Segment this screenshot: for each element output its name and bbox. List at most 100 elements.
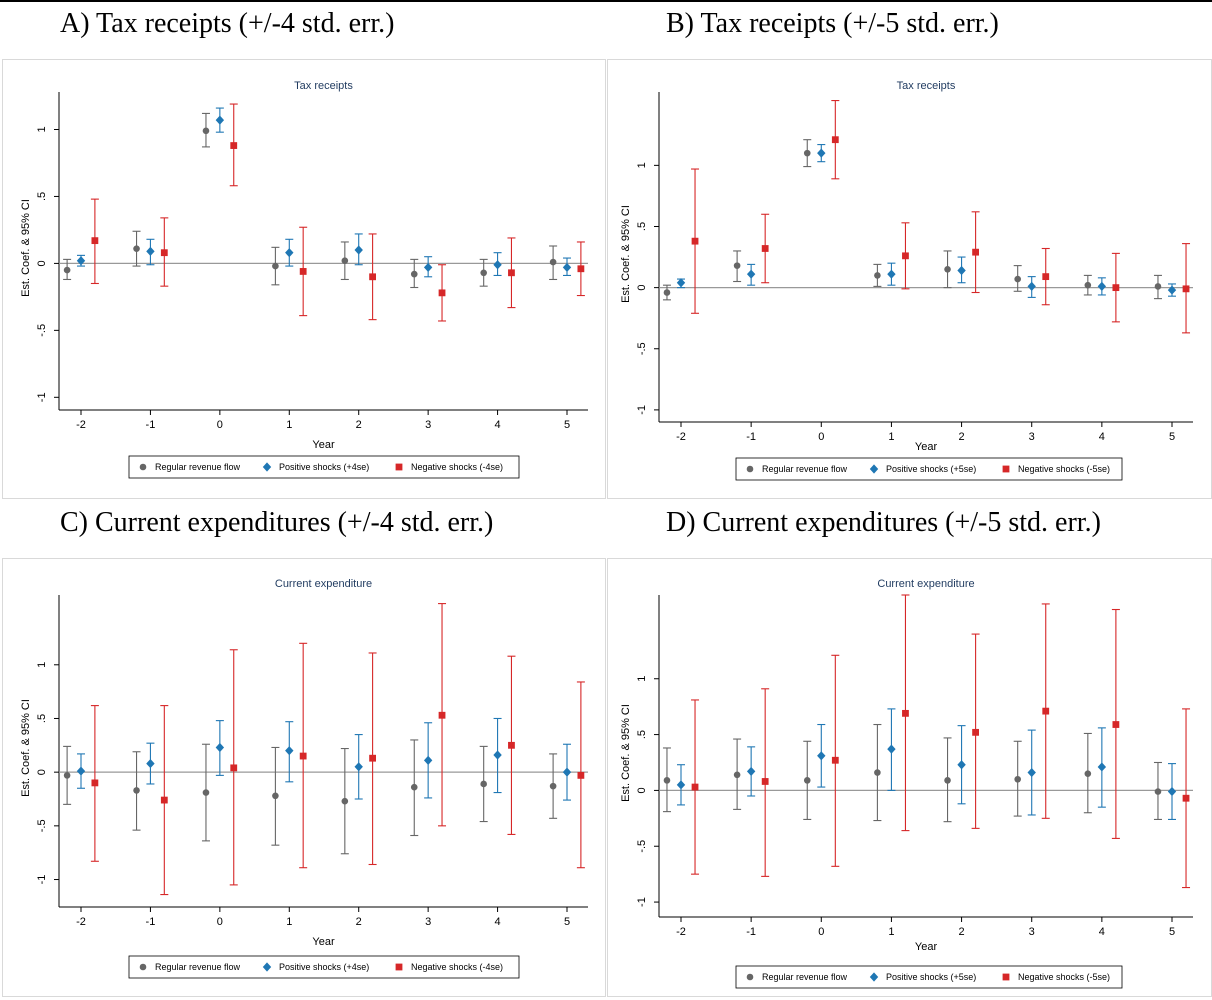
point-estimate-marker	[1112, 721, 1120, 728]
y-tick-label: .5	[36, 714, 48, 723]
legend-label: Positive shocks (+5se)	[886, 464, 976, 474]
point-estimate-marker	[230, 764, 238, 772]
point-estimate-marker	[944, 777, 951, 784]
point-estimate-marker	[1154, 283, 1162, 290]
x-tick-label: -2	[676, 431, 686, 443]
point-estimate-marker	[562, 262, 572, 273]
x-tick-label: 2	[356, 419, 362, 431]
point-estimate-marker	[423, 262, 433, 273]
point-estimate-marker	[676, 278, 686, 288]
point-estimate-marker	[76, 766, 86, 776]
point-estimate-marker	[160, 249, 168, 257]
y-tick-label: -.5	[636, 342, 648, 355]
point-estimate-marker	[733, 771, 741, 779]
point-estimate-marker	[577, 771, 585, 779]
point-estimate-marker	[508, 741, 515, 749]
legend-marker	[395, 463, 403, 471]
chart-panel-c: Current expenditure -1 -.5 0 .5 1 -2 -1 0 1 2 3 4 5 Es…	[2, 558, 606, 997]
point-estimate-marker	[285, 746, 294, 756]
point-estimate-marker	[91, 237, 99, 245]
point-estimate-marker	[549, 782, 557, 790]
legend-box	[128, 455, 520, 479]
legend-label: Positive shocks (+4se)	[279, 962, 369, 972]
point-estimate-marker	[1014, 275, 1021, 283]
point-estimate-marker	[1027, 281, 1036, 291]
legend-label: Regular revenue flow	[762, 972, 848, 982]
y-tick-label: -1	[36, 392, 48, 402]
point-estimate-marker	[1182, 285, 1190, 293]
chart-panel-d: Current expenditure -1 -.5 0 .5 1 -2 -1 0 1 2 3 4 5 Es…	[607, 558, 1212, 997]
y-axis-label: Est. Coef. & 95% CI	[20, 699, 32, 797]
legend-marker	[139, 463, 147, 471]
x-tick-label: 4	[495, 419, 501, 431]
point-estimate-marker	[887, 744, 896, 754]
point-estimate-marker	[902, 709, 909, 717]
point-estimate-marker	[493, 260, 502, 270]
chart-a-svg: Tax receipts -1 -.5 0 .5 1 -2 -1 0 1 2 3 4 5 Est. Coef…	[20, 80, 588, 479]
chart-title: Tax receipts	[294, 80, 353, 92]
x-tick-label: -1	[146, 916, 156, 928]
point-estimate-marker	[831, 756, 839, 764]
chart-d-svg: Current expenditure -1 -.5 0 .5 1 -2 -1 0 1 2 3 4 5 Es…	[620, 578, 1193, 989]
x-tick-label: 3	[1029, 926, 1035, 938]
point-estimate-marker	[676, 780, 686, 790]
y-tick-label: 0	[36, 260, 48, 266]
point-estimate-marker	[691, 783, 699, 791]
y-tick-label: 1	[636, 676, 648, 682]
x-tick-label: 5	[564, 419, 570, 431]
x-axis-label: Year	[915, 441, 938, 453]
x-tick-label: 2	[356, 916, 362, 928]
x-tick-label: 5	[1169, 926, 1175, 938]
top-rule	[0, 0, 1212, 2]
point-estimate-marker	[733, 262, 741, 269]
point-estimate-marker	[1182, 794, 1190, 802]
point-estimate-marker	[133, 245, 140, 252]
x-axis-label: Year	[312, 439, 335, 451]
y-tick-label: 1	[36, 662, 48, 668]
x-tick-label: 3	[425, 419, 431, 431]
chart-panel-b: Tax receipts -1 -.5 0 .5 1 -2 -1 0 1 2 3 4 5 Est. Coef…	[607, 59, 1212, 499]
legend-box	[128, 955, 520, 979]
point-estimate-marker	[1014, 775, 1021, 783]
x-tick-label: 1	[888, 431, 894, 443]
point-estimate-marker	[91, 779, 99, 787]
point-estimate-marker	[902, 252, 909, 260]
point-estimate-marker	[354, 762, 363, 772]
point-estimate-marker	[817, 148, 826, 158]
legend-marker	[1002, 465, 1010, 473]
y-tick-label: 1	[36, 126, 48, 132]
point-estimate-marker	[480, 780, 487, 788]
legend-marker	[139, 963, 147, 971]
point-estimate-marker	[1167, 786, 1177, 797]
point-estimate-marker	[354, 245, 363, 255]
point-estimate-marker	[285, 248, 294, 258]
point-estimate-marker	[202, 127, 210, 135]
x-tick-label: 2	[959, 926, 965, 938]
point-estimate-marker	[761, 778, 769, 785]
point-estimate-marker	[341, 797, 349, 805]
point-estimate-marker	[410, 270, 418, 278]
point-estimate-marker	[299, 268, 307, 275]
y-tick-label: -1	[36, 875, 48, 885]
x-tick-label: 0	[818, 926, 824, 938]
y-tick-label: -1	[636, 897, 648, 907]
point-estimate-marker	[133, 787, 140, 794]
point-estimate-marker	[272, 792, 279, 800]
point-estimate-marker	[1154, 788, 1162, 795]
x-tick-label: 4	[1099, 431, 1105, 443]
y-tick-label: -.5	[36, 324, 48, 337]
x-tick-label: 5	[564, 916, 570, 928]
point-estimate-marker	[230, 142, 238, 149]
legend-label: Negative shocks (-4se)	[411, 462, 503, 472]
legend-marker	[746, 973, 754, 981]
chart-panel-a: Tax receipts -1 -.5 0 .5 1 -2 -1 0 1 2 3 4 5 Est. Coef…	[2, 59, 606, 499]
point-estimate-marker	[493, 750, 502, 760]
legend-marker	[869, 464, 879, 474]
chart-b-svg: Tax receipts -1 -.5 0 .5 1 -2 -1 0 1 2 3 4 5 Est. Coef…	[620, 80, 1193, 481]
y-axis-label: Est. Coef. & 95% CI	[20, 199, 32, 297]
x-tick-label: 4	[495, 916, 501, 928]
point-estimate-marker	[1097, 762, 1107, 772]
point-estimate-marker	[972, 248, 979, 256]
point-estimate-marker	[63, 772, 71, 779]
point-estimate-marker	[663, 777, 671, 784]
